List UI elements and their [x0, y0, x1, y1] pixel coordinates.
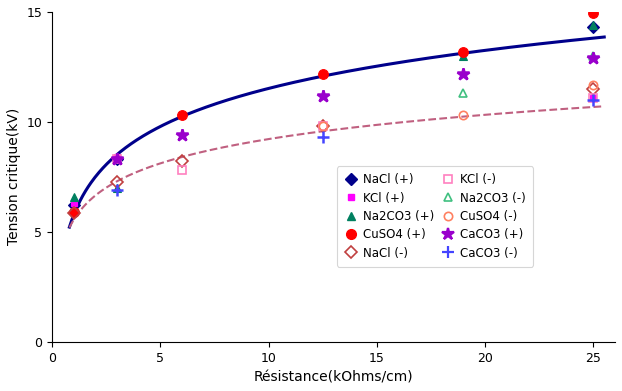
X-axis label: Résistance(kOhms/cm): Résistance(kOhms/cm)	[254, 370, 414, 384]
Legend: NaCl (+), KCl (+), Na2CO3 (+), CuSO4 (+), NaCl (-), KCl (-), Na2CO3 (-), CuSO4 (: NaCl (+), KCl (+), Na2CO3 (+), CuSO4 (+)…	[337, 166, 533, 267]
Y-axis label: Tension critique(kV): Tension critique(kV)	[7, 108, 21, 246]
